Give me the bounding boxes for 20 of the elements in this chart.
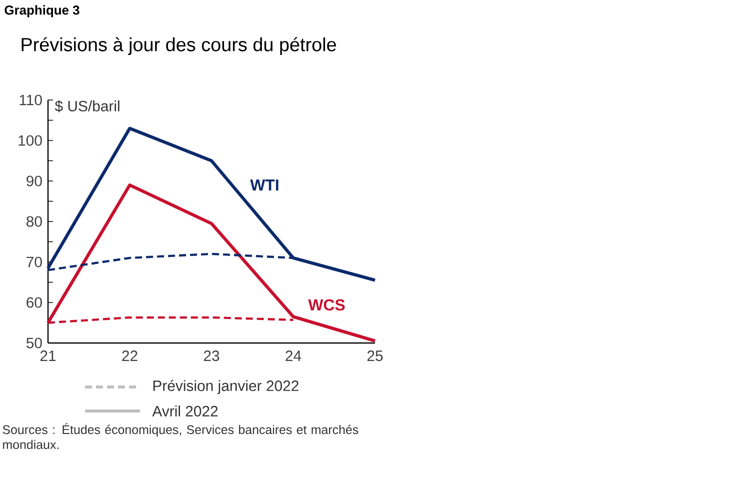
y-tick-label: 90 [26,176,42,186]
x-tick-label: 21 [40,350,56,361]
x-tick-label: 22 [122,350,138,361]
series-label: WCS [308,299,345,311]
y-axis-title: $ US/baril [54,100,120,112]
series-label: WTI [250,180,278,191]
y-tick-label: 110 [20,94,42,106]
y-tick-label: 70 [26,256,42,268]
chart-title: Graphique 3 [4,5,80,18]
source-note: Sources : Études économiques, Services bancaires et marchés mondiaux. [2,423,358,450]
x-tick-label: 23 [204,350,220,362]
y-tick-label: 60 [26,297,42,308]
y-tick-label: 80 [26,216,42,227]
text: Avril 2022 [152,406,218,416]
y-tick-label: 100 [18,135,42,146]
text: Prévision janvier 2022 [153,380,298,394]
y-tick-label: 50 [26,338,42,348]
x-tick-label: 25 [367,350,383,362]
x-tick-label: 24 [286,350,302,361]
chart-subtitle: Prévisions à jour des cours du pétrole [22,37,336,56]
